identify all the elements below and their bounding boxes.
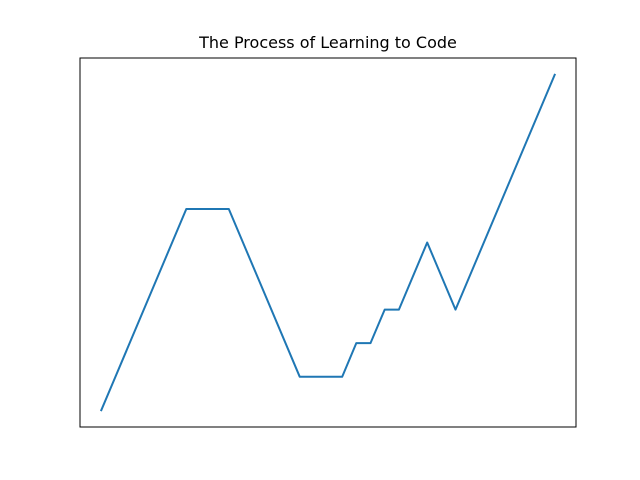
plot-area-frame xyxy=(79,57,577,428)
series-layer xyxy=(99,73,557,412)
series-line-0 xyxy=(99,73,557,412)
chart-title: The Process of Learning to Code xyxy=(199,33,457,52)
